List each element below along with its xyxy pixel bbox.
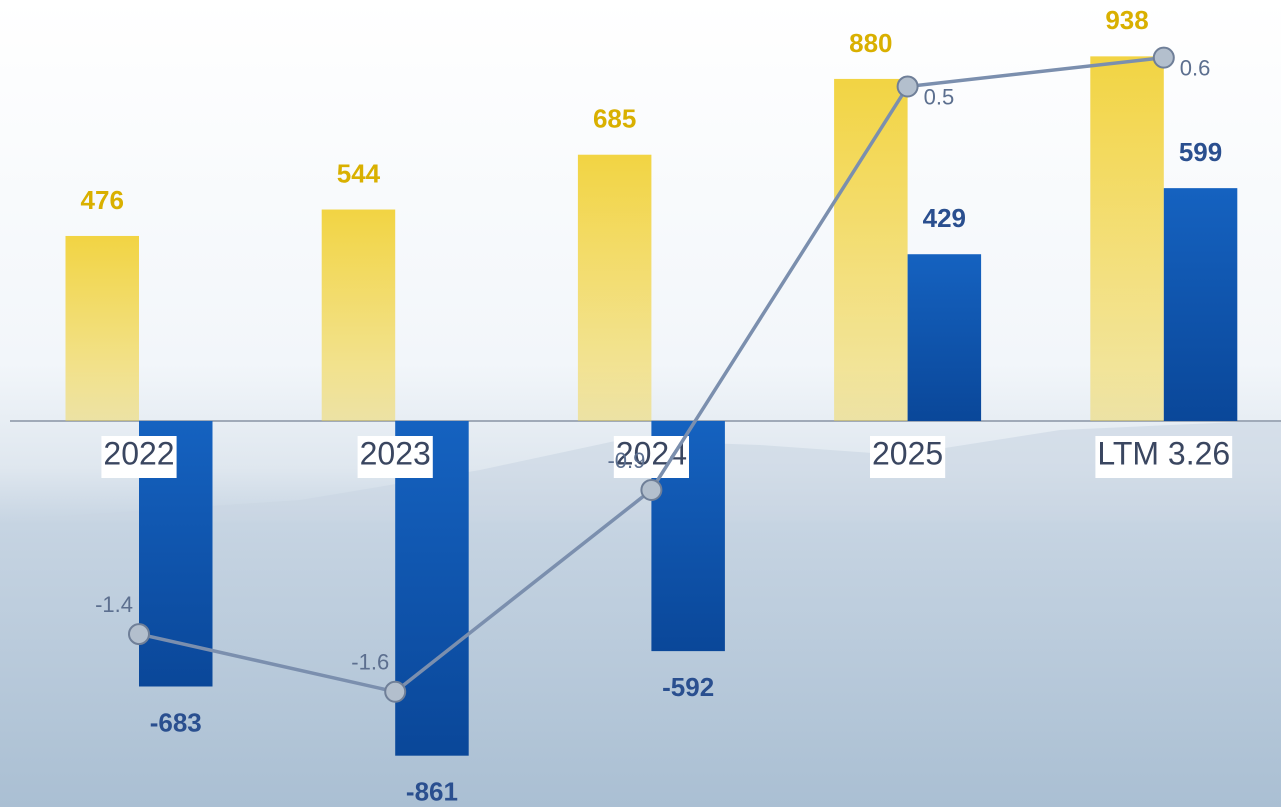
value-label: 685 xyxy=(593,104,636,134)
x-tick-label: 2025 xyxy=(872,435,943,471)
label-box xyxy=(357,436,433,478)
line-label: 0.5 xyxy=(924,84,955,109)
line-label: -0.9 xyxy=(607,448,645,473)
bar xyxy=(577,154,652,421)
value-label: 429 xyxy=(923,203,966,233)
line-marker xyxy=(1152,46,1175,69)
bar xyxy=(65,235,139,421)
line-label: -1.4 xyxy=(95,592,133,617)
value-label: -861 xyxy=(406,777,458,807)
line-label: 0.6 xyxy=(1180,55,1211,80)
line-label: -1.6 xyxy=(351,650,389,675)
bar xyxy=(1163,188,1238,421)
line-marker xyxy=(128,623,150,646)
label-box xyxy=(870,436,946,478)
line-marker xyxy=(896,75,919,98)
value-label: 880 xyxy=(849,28,892,58)
bar xyxy=(907,254,982,421)
value-label: 938 xyxy=(1105,5,1148,35)
label-box xyxy=(101,436,177,478)
value-label: -683 xyxy=(150,707,202,737)
bar xyxy=(321,209,396,421)
value-label: 599 xyxy=(1179,137,1222,167)
label-box xyxy=(1095,436,1233,478)
label-box xyxy=(613,436,689,478)
value-label: -592 xyxy=(662,672,714,702)
line-marker xyxy=(640,478,663,501)
value-label: 476 xyxy=(81,185,124,215)
x-tick-label: LTM 3.26 xyxy=(1097,435,1230,471)
x-tick-label: 2023 xyxy=(360,435,431,471)
bar xyxy=(834,78,908,421)
line-marker xyxy=(384,680,407,703)
x-tick-label: 2022 xyxy=(103,435,174,471)
value-label: 544 xyxy=(337,158,381,188)
bar xyxy=(1090,56,1164,421)
